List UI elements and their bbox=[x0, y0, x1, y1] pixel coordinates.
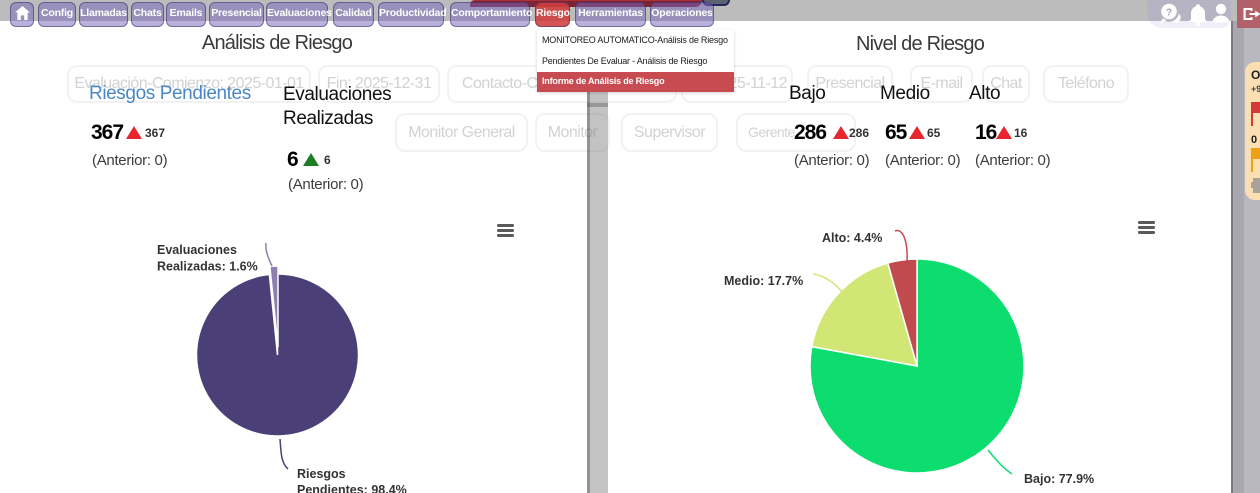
svg-text:Realizadas: 1.6%: Realizadas: 1.6% bbox=[157, 260, 258, 274]
svg-text:Pendientes: 98.4%: Pendientes: 98.4% bbox=[297, 483, 407, 493]
svg-text:Bajo: 77.9%: Bajo: 77.9% bbox=[1024, 472, 1094, 486]
svg-text:Alto: 4.4%: Alto: 4.4% bbox=[822, 231, 882, 245]
svg-text:Evaluaciones: Evaluaciones bbox=[157, 243, 237, 257]
svg-text:0: 0 bbox=[1251, 134, 1257, 146]
svg-text:?: ? bbox=[1166, 8, 1172, 19]
svg-text:Riesgos: Riesgos bbox=[297, 467, 346, 481]
svg-text:Medio: 17.7%: Medio: 17.7% bbox=[724, 274, 803, 288]
